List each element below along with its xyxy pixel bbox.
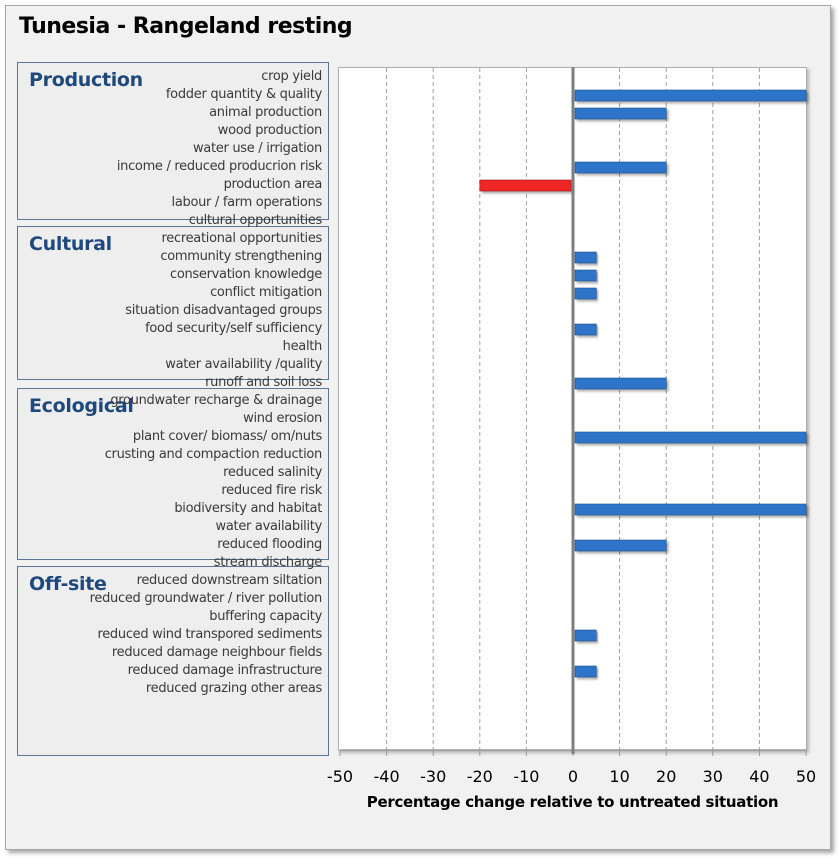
category-label: stream discharge	[213, 555, 323, 570]
category-label: water availability /quality	[165, 357, 322, 372]
chart-title: Tunesia - Rangeland resting	[19, 14, 353, 39]
group-title: Off-site	[29, 573, 107, 595]
category-label: cultural opportunities	[188, 213, 323, 228]
bar	[574, 269, 597, 282]
category-group-production: Production crop yield fodder quantity & qu…	[17, 62, 329, 220]
x-axis-label: Percentage change relative to untreated …	[366, 793, 779, 811]
category-label: buffering capacity	[209, 609, 322, 624]
category-label: crop yield	[261, 69, 322, 84]
category-label: reduced grazing other areas	[145, 681, 322, 696]
bar	[574, 665, 597, 678]
category-label: reduced downstream siltation	[136, 573, 323, 588]
category-group-ecological: Ecological water availability /quality run…	[17, 357, 329, 560]
category-label: recreational opportunities	[161, 231, 323, 246]
category-label: reduced damage infrastructure	[127, 663, 323, 678]
x-tick-label: -40	[374, 767, 400, 786]
group-title: Cultural	[29, 233, 112, 255]
category-label: food security/self sufficiency	[145, 321, 322, 336]
x-tick-label: -50	[327, 767, 353, 786]
group-title: Ecological	[29, 395, 134, 417]
bar	[574, 539, 667, 552]
category-label: labour / farm operations	[171, 195, 323, 210]
category-label: groundwater recharge & drainage	[110, 393, 322, 408]
bar	[574, 89, 807, 102]
category-label: income / reduced producrion risk	[116, 159, 322, 174]
bar	[574, 251, 597, 264]
bar	[574, 107, 667, 120]
x-tick-label: -30	[420, 767, 446, 786]
category-label: conservation knowledge	[169, 267, 322, 282]
x-tick-label: 30	[703, 767, 723, 786]
category-label: animal production	[209, 105, 322, 120]
category-label: situation disadvantaged groups	[125, 303, 322, 318]
category-label: wood production	[217, 123, 323, 138]
x-tick-label: 20	[656, 767, 676, 786]
category-group-off-site: Off-site water availability reduced floodi…	[17, 519, 329, 756]
x-tick-label: 10	[609, 767, 629, 786]
category-label: reduced groundwater / river pollution	[89, 591, 323, 606]
category-label: biodiversity and habitat	[174, 501, 322, 516]
x-tick-label: -20	[467, 767, 493, 786]
category-label: community strengthening	[160, 249, 322, 264]
category-label: conflict mitigation	[210, 285, 322, 300]
bar	[574, 377, 667, 390]
x-tick-label: -10	[513, 767, 539, 786]
category-label: production area	[223, 177, 323, 192]
category-label: reduced salinity	[223, 465, 322, 480]
category-label: reduced damage neighbour fields	[111, 645, 322, 660]
bar	[574, 323, 597, 336]
category-label: water availability	[215, 519, 323, 534]
category-label: reduced wind transpored sediments	[97, 627, 322, 642]
category-label: fodder quantity & quality	[165, 87, 322, 102]
bar	[574, 629, 597, 642]
bar	[574, 431, 807, 444]
x-tick-label: 50	[796, 767, 816, 786]
x-tick-label: 0	[568, 767, 578, 786]
bar	[574, 161, 667, 174]
category-label: runoff and soil loss	[205, 375, 322, 390]
category-label: water use / irrigation	[192, 141, 322, 156]
x-tick-label: 40	[749, 767, 769, 786]
bar	[574, 287, 597, 300]
category-label: reduced fire risk	[221, 483, 322, 498]
bar	[479, 179, 572, 192]
category-label: wind erosion	[243, 411, 322, 426]
category-label: crusting and compaction reduction	[104, 447, 323, 462]
category-label: plant cover/ biomass/ om/nuts	[132, 429, 322, 444]
group-title: Production	[29, 69, 143, 91]
category-label: reduced flooding	[217, 537, 322, 552]
category-label: health	[282, 339, 323, 354]
bar	[574, 503, 807, 516]
category-group-cultural: Cultural cultural opportunities recreation…	[17, 213, 329, 380]
